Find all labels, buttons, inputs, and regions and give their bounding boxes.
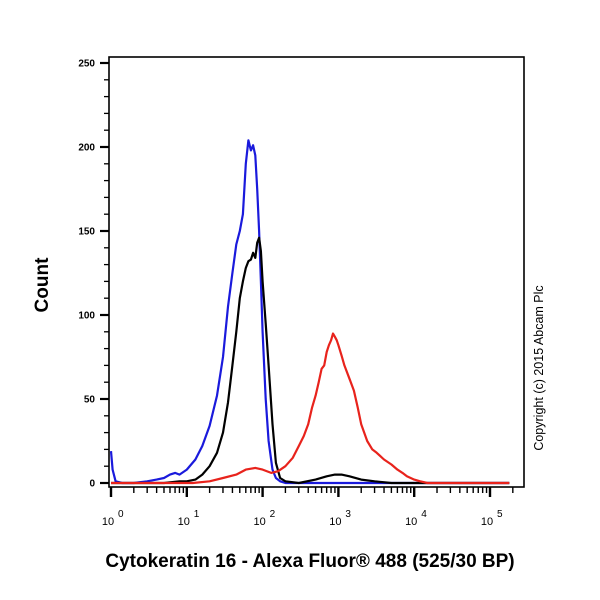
y-tick-label: 100 — [78, 311, 95, 322]
y-axis-label-text: Count — [32, 257, 53, 313]
svg-text:10: 10 — [405, 516, 417, 528]
y-tick-label: 250 — [78, 59, 95, 70]
x-tick-label: 10 5 — [481, 509, 503, 528]
svg-text:10: 10 — [102, 516, 114, 528]
y-tick-label: 150 — [78, 227, 95, 238]
series-red-line — [111, 332, 510, 485]
svg-text:4: 4 — [421, 509, 427, 520]
x-tick-label: 10 3 — [329, 509, 351, 528]
copyright-text: Copyright (c) 2015 Abcam Plc — [532, 284, 546, 451]
svg-text:0: 0 — [118, 509, 124, 520]
y-tick-label: 0 — [89, 479, 95, 490]
series-black-line — [111, 236, 510, 485]
series-blue-line — [109, 139, 510, 485]
svg-text:3: 3 — [345, 509, 351, 520]
x-tick-label: 10 4 — [405, 509, 427, 528]
svg-text:10: 10 — [253, 516, 265, 528]
x-tick-label: 10 2 — [253, 509, 275, 528]
plot-frame — [108, 56, 525, 488]
x-tick-label: 10 1 — [178, 509, 200, 528]
svg-text:10: 10 — [329, 516, 341, 528]
svg-text:1: 1 — [194, 509, 200, 520]
y-axis-label: Count — [18, 240, 68, 330]
y-tick-label: 200 — [78, 143, 95, 154]
y-tick-label: 50 — [84, 395, 96, 406]
svg-text:5: 5 — [497, 509, 503, 520]
svg-text:10: 10 — [481, 516, 493, 528]
svg-text:2: 2 — [270, 509, 276, 520]
copyright-annotation: Copyright (c) 2015 Abcam Plc — [526, 240, 552, 495]
x-axis-label: Cytokeratin 16 - Alexa Fluor® 488 (525/3… — [105, 551, 515, 572]
series-layer — [109, 139, 510, 485]
x-tick-label: 10 0 — [102, 509, 124, 528]
svg-text:10: 10 — [178, 516, 190, 528]
plot-area — [108, 56, 525, 488]
